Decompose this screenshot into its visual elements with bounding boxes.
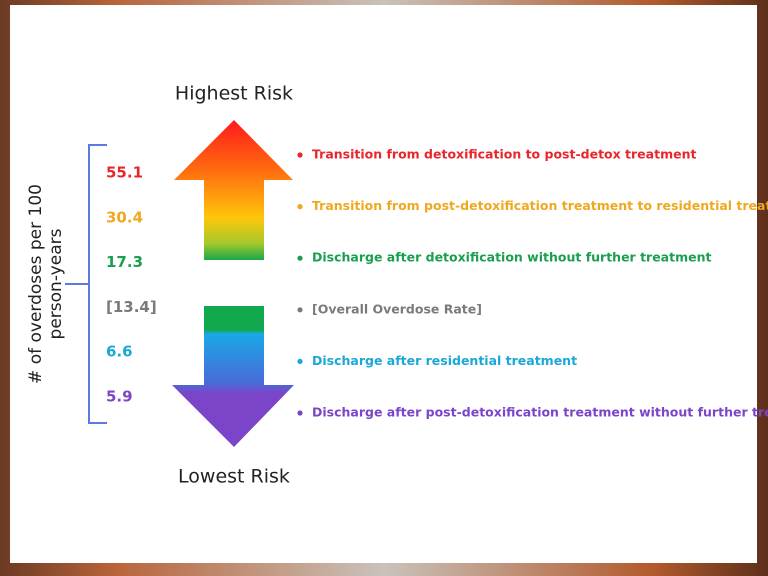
card — [10, 5, 757, 563]
top-heading: Highest Risk — [175, 83, 293, 105]
rate: [13.4] — [106, 298, 157, 316]
description: Discharge after residential treatment — [312, 353, 577, 368]
description: Transition from post-detoxification trea… — [312, 198, 768, 213]
down-arrow — [172, 306, 294, 447]
description: Discharge after post-detoxification trea… — [312, 405, 768, 420]
rate: 30.4 — [106, 208, 143, 226]
up-arrow — [174, 120, 293, 260]
rate: 6.6 — [106, 343, 133, 361]
bracket — [65, 144, 107, 424]
bottom-heading: Lowest Risk — [178, 466, 290, 488]
rows: 55.1 Transition from detoxification to po… — [106, 147, 768, 420]
bullet — [297, 152, 303, 158]
axis-label: person-years — [46, 228, 66, 339]
description: Transition from detoxification to post-d… — [312, 147, 696, 162]
axis-label: # of overdoses per 100 — [26, 184, 46, 384]
bullet — [297, 204, 303, 210]
description: Discharge after detoxification without f… — [312, 250, 711, 265]
bullet — [297, 255, 303, 261]
bullet — [297, 410, 303, 416]
bullet — [297, 358, 303, 364]
description: [Overall Overdose Rate] — [312, 301, 482, 316]
rate: 17.3 — [106, 253, 143, 271]
rate: 55.1 — [106, 164, 143, 182]
rate: 5.9 — [106, 388, 133, 406]
bullet — [297, 307, 303, 313]
